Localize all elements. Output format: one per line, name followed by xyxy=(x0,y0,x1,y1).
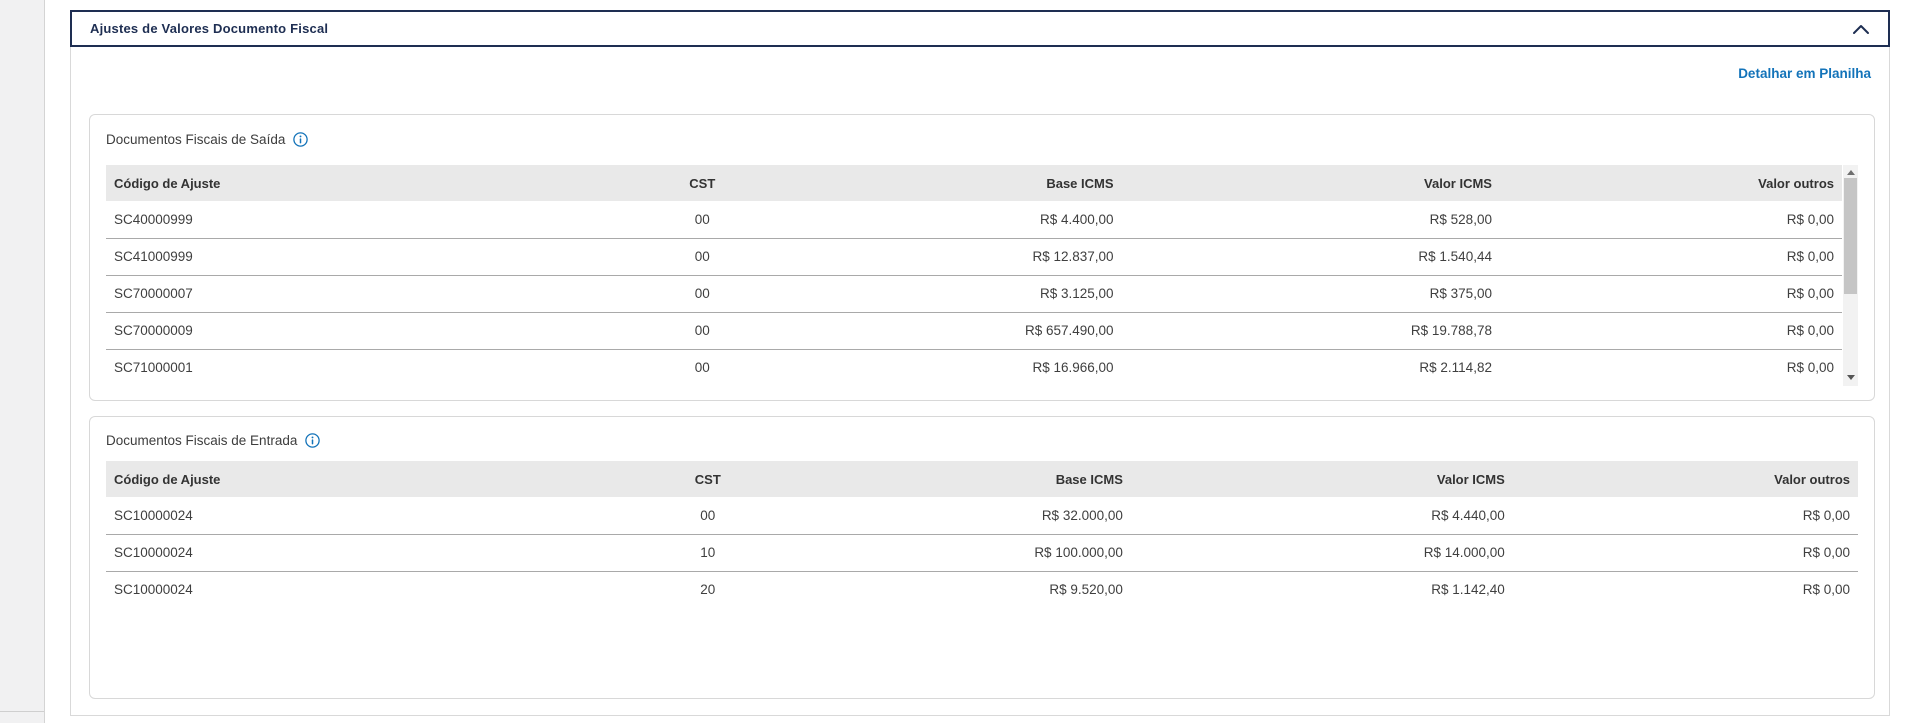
col-cst[interactable]: CST xyxy=(522,165,882,201)
table-row[interactable]: SC40000999 00 R$ 4.400,00 R$ 528,00 R$ 0… xyxy=(106,201,1842,238)
table-row[interactable]: SC41000999 00 R$ 12.837,00 R$ 1.540,44 R… xyxy=(106,238,1842,275)
saida-header-row: Código de Ajuste CST Base ICMS Valor ICM… xyxy=(106,165,1842,201)
col-valor-outros[interactable]: Valor outros xyxy=(1512,461,1858,497)
cell-valor-outros: R$ 0,00 xyxy=(1786,323,1834,338)
cell-valor-icms: R$ 14.000,00 xyxy=(1423,545,1505,560)
cell-valor-outros: R$ 0,00 xyxy=(1786,360,1834,376)
entrada-card: Documentos Fiscais de Entrada xyxy=(89,416,1875,699)
info-icon[interactable] xyxy=(305,432,321,448)
cell-cst: 00 xyxy=(694,360,710,376)
entrada-header-row: Código de Ajuste CST Base ICMS Valor ICM… xyxy=(106,461,1858,497)
cell-base-icms: R$ 12.837,00 xyxy=(1032,249,1114,264)
entrada-table: Código de Ajuste CST Base ICMS Valor ICM… xyxy=(106,461,1858,608)
saida-card: Documentos Fiscais de Saída xyxy=(89,114,1875,401)
cell-valor-outros: R$ 0,00 xyxy=(1786,286,1834,301)
cell-codigo: SC41000999 xyxy=(114,249,193,264)
table-row[interactable]: SC10000024 00 R$ 32.000,00 R$ 4.440,00 R… xyxy=(106,497,1858,534)
cell-base-icms: R$ 657.490,00 xyxy=(1024,323,1114,338)
panel-body: Detalhar em Planilha Documentos Fiscais … xyxy=(70,47,1890,716)
col-valor-icms[interactable]: Valor ICMS xyxy=(1130,461,1513,497)
info-icon[interactable] xyxy=(293,131,309,147)
cell-valor-outros: R$ 0,00 xyxy=(1802,545,1850,560)
cell-cst: 00 xyxy=(694,286,710,301)
cell-cst: 10 xyxy=(700,545,716,560)
table-row[interactable]: SC70000007 00 R$ 3.125,00 R$ 375,00 R$ 0… xyxy=(106,275,1842,312)
panel-header[interactable]: Ajustes de Valores Documento Fiscal xyxy=(70,10,1890,47)
cell-cst: 20 xyxy=(700,582,716,598)
ajustes-panel: Ajustes de Valores Documento Fiscal Deta… xyxy=(70,10,1890,716)
cell-cst: 00 xyxy=(694,211,710,227)
cell-codigo: SC70000007 xyxy=(114,286,193,301)
panel-title: Ajustes de Valores Documento Fiscal xyxy=(90,21,329,36)
table-row[interactable]: SC70000009 00 R$ 657.490,00 R$ 19.788,78… xyxy=(106,312,1842,349)
table-row[interactable]: SC10000024 10 R$ 100.000,00 R$ 14.000,00… xyxy=(106,534,1858,571)
col-valor-outros[interactable]: Valor outros xyxy=(1499,165,1842,201)
col-base-icms[interactable]: Base ICMS xyxy=(889,461,1131,497)
cell-base-icms: R$ 100.000,00 xyxy=(1034,545,1123,560)
cell-valor-icms: R$ 2.114,82 xyxy=(1419,360,1492,376)
triangle-down-icon[interactable] xyxy=(1846,375,1855,380)
cell-valor-icms: R$ 1.540,44 xyxy=(1418,249,1492,264)
col-cst[interactable]: CST xyxy=(526,461,890,497)
cell-codigo: SC70000009 xyxy=(114,323,193,338)
col-codigo-ajuste[interactable]: Código de Ajuste xyxy=(106,165,523,201)
cell-codigo: SC71000001 xyxy=(114,360,193,376)
left-gutter xyxy=(0,0,45,723)
cell-cst: 00 xyxy=(700,507,716,523)
gutter-divider xyxy=(0,711,44,712)
table-row[interactable]: SC10000024 20 R$ 9.520,00 R$ 1.142,40 R$… xyxy=(106,571,1858,608)
cell-valor-outros: R$ 0,00 xyxy=(1786,211,1834,227)
triangle-up-icon[interactable] xyxy=(1846,170,1855,175)
col-valor-icms[interactable]: Valor ICMS xyxy=(1121,165,1500,201)
cell-valor-icms: R$ 1.142,40 xyxy=(1431,582,1505,598)
cell-codigo: SC10000024 xyxy=(114,545,193,560)
col-codigo-ajuste[interactable]: Código de Ajuste xyxy=(106,461,527,497)
cell-cst: 00 xyxy=(694,249,710,264)
chevron-up-icon[interactable] xyxy=(1852,23,1870,35)
cell-base-icms: R$ 3.125,00 xyxy=(1039,286,1114,301)
table-row[interactable]: SC71000001 00 R$ 16.966,00 R$ 2.114,82 R… xyxy=(106,349,1842,386)
cell-valor-icms: R$ 19.788,78 xyxy=(1410,323,1492,338)
cell-valor-icms: R$ 4.440,00 xyxy=(1431,507,1505,523)
cell-valor-outros: R$ 0,00 xyxy=(1786,249,1834,264)
cell-valor-icms: R$ 375,00 xyxy=(1429,286,1492,301)
col-base-icms[interactable]: Base ICMS xyxy=(881,165,1122,201)
cell-base-icms: R$ 9.520,00 xyxy=(1049,582,1123,598)
cell-cst: 00 xyxy=(694,323,710,338)
cell-base-icms: R$ 16.966,00 xyxy=(1032,360,1114,376)
cell-codigo: SC10000024 xyxy=(114,582,193,598)
scroll-thumb[interactable] xyxy=(1844,178,1857,294)
cell-valor-outros: R$ 0,00 xyxy=(1802,507,1850,523)
vertical-scrollbar[interactable] xyxy=(1843,165,1858,386)
entrada-title: Documentos Fiscais de Entrada xyxy=(106,432,298,448)
saida-title: Documentos Fiscais de Saída xyxy=(106,131,286,147)
cell-base-icms: R$ 4.400,00 xyxy=(1039,211,1114,227)
cell-codigo: SC10000024 xyxy=(114,507,193,523)
detalhar-planilha-link[interactable]: Detalhar em Planilha xyxy=(1738,66,1871,81)
saida-table: Código de Ajuste CST Base ICMS Valor ICM… xyxy=(106,165,1858,386)
cell-base-icms: R$ 32.000,00 xyxy=(1041,507,1123,523)
cell-valor-outros: R$ 0,00 xyxy=(1802,582,1850,598)
link-row: Detalhar em Planilha xyxy=(71,47,1889,89)
cell-codigo: SC40000999 xyxy=(114,211,193,227)
cell-valor-icms: R$ 528,00 xyxy=(1429,211,1492,227)
